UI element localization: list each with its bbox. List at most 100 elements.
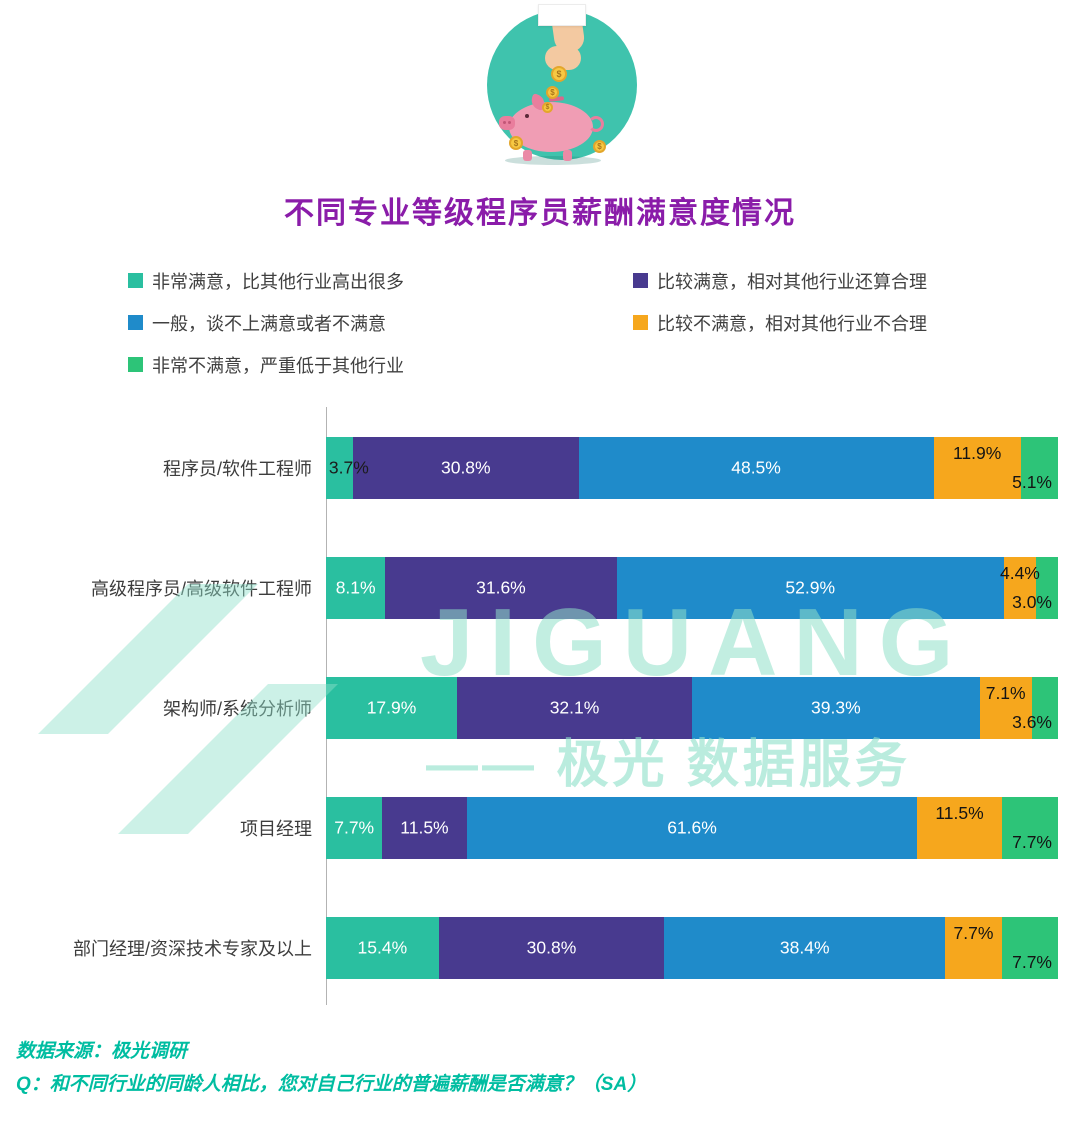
bar-segment <box>1003 557 1037 619</box>
bar-track: 17.9% 32.1% 39.3% 7.1% 3.6% <box>326 677 1058 739</box>
bar-track: 8.1% 31.6% 52.9% 4.4% 3.0% <box>326 557 1058 619</box>
legend-swatch <box>128 273 143 288</box>
falling-coin-icon: $ <box>546 86 559 99</box>
value-label: 39.3% <box>811 697 861 718</box>
value-label: 48.5% <box>731 457 781 478</box>
bar-segment <box>1036 557 1058 619</box>
bar-segment <box>1001 797 1058 859</box>
bar-segment <box>457 677 692 739</box>
category-label: 项目经理 <box>240 819 312 839</box>
bar-segment <box>382 797 467 859</box>
bar-segment <box>933 437 1021 499</box>
legend-label: 比较满意，相对其他行业还算合理 <box>657 271 927 292</box>
chart-row: 高级程序员/高级软件工程师 8.1% 31.6% 52.9% 4.4% 3.0% <box>0 557 1080 619</box>
value-label: 11.5% <box>935 803 984 823</box>
value-label: 32.1% <box>549 697 600 718</box>
pig-shadow <box>505 156 601 165</box>
value-label: 7.7% <box>953 923 994 943</box>
chart-row: 部门经理/资深技术专家及以上 15.4% 30.8% 38.4% 7.7% 7.7% <box>0 917 1080 979</box>
pig-nostril <box>503 121 506 124</box>
bar-segment <box>578 437 934 499</box>
legend-item: 比较满意，相对其他行业还算合理 <box>633 264 1080 297</box>
bar-segment <box>326 917 439 979</box>
value-label: 5.1% <box>1012 472 1052 492</box>
pig-tail <box>588 116 604 132</box>
value-label: 30.8% <box>440 457 491 478</box>
value-label: 31.6% <box>476 577 526 598</box>
bar-segment <box>1031 677 1058 739</box>
value-label: 30.8% <box>526 937 577 958</box>
hand-icon <box>545 46 581 70</box>
ground-coin-icon: $ <box>593 140 606 153</box>
value-label: 61.6% <box>667 817 717 838</box>
legend-swatch <box>633 273 648 288</box>
legend-swatch <box>128 315 143 330</box>
piggy-bank-icon: $ $ $ $ $ <box>487 4 637 165</box>
bar-segment <box>326 677 458 739</box>
ground-coin-icon: $ <box>509 136 523 150</box>
category-label: 部门经理/资深技术专家及以上 <box>73 939 312 959</box>
data-source-note: 数据来源：极光调研 <box>16 1041 188 1062</box>
bar-segment <box>326 557 386 619</box>
chart-row: 架构师/系统分析师 17.9% 32.1% 39.3% 7.1% 3.6% <box>0 677 1080 739</box>
value-label: 38.4% <box>779 937 830 958</box>
bar-segment <box>917 797 1002 859</box>
coin-slot <box>538 4 586 26</box>
legend-item: 非常不满意，严重低于其他行业 <box>128 348 633 381</box>
legend: 非常满意，比其他行业高出很多 比较满意，相对其他行业还算合理一般，谈不上满意或者不… <box>128 264 1080 381</box>
bar-segment <box>945 917 1002 979</box>
value-label: 3.7% <box>328 457 369 478</box>
pig-leg <box>563 150 572 161</box>
value-label: 7.7% <box>1012 832 1052 852</box>
salary-satisfaction-chart: 程序员/软件工程师 3.7% 30.8% 48.5% 11.9% 5.1% 高级程序员/高级… <box>0 407 1080 1005</box>
legend-label: 一般，谈不上满意或者不满意 <box>152 313 386 334</box>
chart-row: 项目经理 7.7% 11.5% 61.6% 11.5% 7.7% <box>0 797 1080 859</box>
category-label: 程序员/软件工程师 <box>162 459 312 479</box>
category-label: 架构师/系统分析师 <box>162 699 312 719</box>
value-label: 15.4% <box>357 937 408 958</box>
value-label: 11.9% <box>952 443 1002 463</box>
bar-segment <box>466 797 918 859</box>
pig-eye <box>525 114 529 118</box>
bar-segment <box>616 557 1004 619</box>
bar-segment <box>438 917 665 979</box>
falling-coin-icon: $ <box>542 102 553 113</box>
bar-segment <box>326 437 354 499</box>
legend-item: 一般，谈不上满意或者不满意 <box>128 306 633 339</box>
falling-coin-icon: $ <box>551 66 567 82</box>
bar-segment <box>326 797 383 859</box>
bar-segment <box>692 677 980 739</box>
legend-item: 比较不满意，相对其他行业不合理 <box>633 306 1080 339</box>
pig-snout <box>499 116 515 130</box>
value-label: 3.6% <box>1012 712 1052 732</box>
legend-label: 非常不满意，严重低于其他行业 <box>152 355 404 376</box>
pig-leg <box>523 150 532 161</box>
pig-icon <box>499 93 604 161</box>
legend-swatch <box>633 315 648 330</box>
value-label: 4.4% <box>999 563 1040 583</box>
legend-label: 非常满意，比其他行业高出很多 <box>152 271 404 292</box>
value-label: 52.9% <box>785 577 836 598</box>
bar-track: 7.7% 11.5% 61.6% 11.5% 7.7% <box>326 797 1058 859</box>
bar-track: 15.4% 30.8% 38.4% 7.7% 7.7% <box>326 917 1058 979</box>
category-label: 高级程序员/高级软件工程师 <box>91 579 312 599</box>
value-label: 3.0% <box>1012 592 1052 612</box>
value-label: 7.1% <box>985 683 1026 703</box>
legend-item: 非常满意，比其他行业高出很多 <box>128 264 633 297</box>
survey-question-note: Q：和不同行业的同龄人相比，您对自己行业的普遍薪酬是否满意？（SA） <box>16 1074 647 1096</box>
chart-row: 程序员/软件工程师 3.7% 30.8% 48.5% 11.9% 5.1% <box>0 437 1080 499</box>
bar-track: 3.7% 30.8% 48.5% 11.9% 5.1% <box>326 437 1058 499</box>
bar-segment <box>979 677 1032 739</box>
value-label: 7.7% <box>334 817 375 838</box>
legend-swatch <box>128 357 143 372</box>
page-title: 不同专业等级程序员薪酬满意度情况 <box>284 197 796 230</box>
bar-segment <box>664 917 946 979</box>
value-label: 7.7% <box>1012 952 1052 972</box>
value-label: 17.9% <box>366 697 417 718</box>
value-label: 11.5% <box>400 817 449 838</box>
bar-segment <box>1001 917 1058 979</box>
legend-label: 比较不满意，相对其他行业不合理 <box>657 313 927 334</box>
value-label: 8.1% <box>335 577 376 598</box>
footer: 数据来源：极光调研 Q：和不同行业的同龄人相比，您对自己行业的普遍薪酬是否满意？… <box>16 1035 1080 1102</box>
bar-segment <box>385 557 617 619</box>
